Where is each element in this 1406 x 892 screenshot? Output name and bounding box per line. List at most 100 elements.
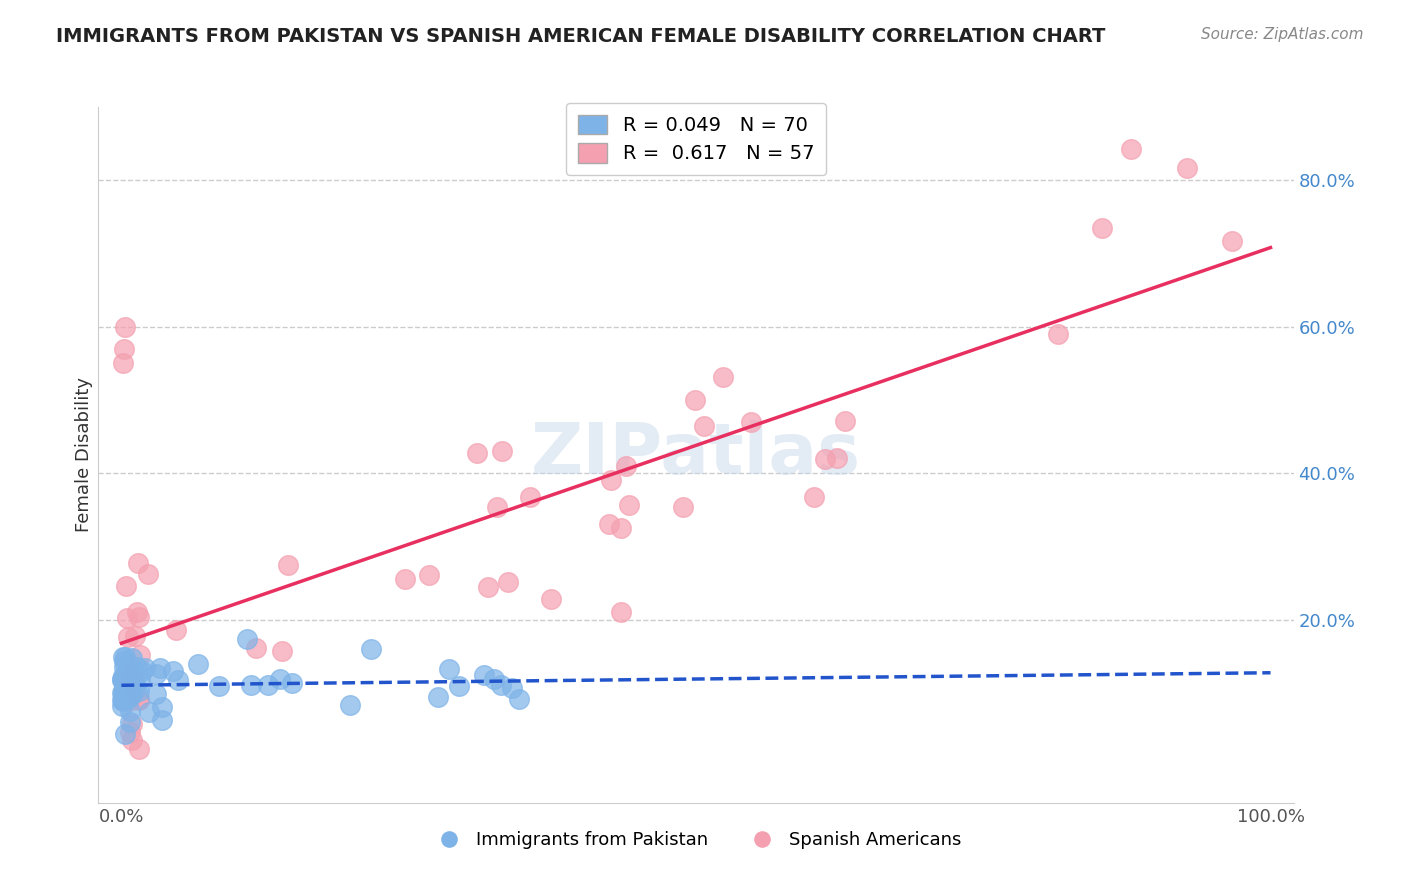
Point [485,500,508,515]
Point [609,605,631,619]
Point [519,490,541,504]
Point [121,717,143,731]
Point [418,567,440,582]
Point [114,673,136,688]
Point [498,574,520,589]
Point [124,681,146,696]
Point [540,591,562,606]
Point [482,672,505,686]
Point [111,686,134,700]
Legend: Immigrants from Pakistan, Spanish Americans: Immigrants from Pakistan, Spanish Americ… [423,824,969,856]
Point [339,698,361,712]
Point [187,657,209,671]
Point [239,678,262,692]
Point [598,516,620,531]
Y-axis label: Female Disability: Female Disability [75,377,93,533]
Point [269,672,291,686]
Point [128,692,150,706]
Point [112,688,135,702]
Point [112,660,135,674]
Point [118,675,141,690]
Point [111,673,134,687]
Point [114,677,136,691]
Point [236,632,259,647]
Point [683,393,706,408]
Point [427,690,450,705]
Point [129,673,152,687]
Point [150,714,173,728]
Point [124,676,146,690]
Point [112,342,135,356]
Point [447,679,470,693]
Text: ZIPatlas: ZIPatlas [531,420,860,490]
Point [245,640,267,655]
Point [121,682,143,697]
Point [112,684,135,698]
Point [114,678,136,692]
Point [740,415,762,429]
Point [121,651,143,665]
Point [600,473,623,487]
Point [150,700,173,714]
Point [118,714,141,729]
Point [131,664,153,678]
Point [127,605,149,619]
Point [120,705,142,719]
Point [115,611,138,625]
Point [136,567,159,582]
Point [145,688,167,702]
Point [111,669,134,683]
Point [124,629,146,643]
Point [208,679,231,693]
Point [118,694,141,708]
Point [619,498,641,512]
Point [394,572,416,586]
Point [128,684,150,698]
Point [1220,234,1243,248]
Point [117,661,139,675]
Point [165,623,187,637]
Point [271,644,294,658]
Point [138,705,160,719]
Point [121,687,143,701]
Point [115,578,138,592]
Point [112,694,135,708]
Point [162,664,184,678]
Point [128,648,150,662]
Point [256,678,278,692]
Point [437,662,460,676]
Point [491,443,513,458]
Point [825,450,848,465]
Point [114,650,136,665]
Point [112,649,135,664]
Point [281,676,304,690]
Point [111,698,134,713]
Point [508,691,530,706]
Point [115,664,138,678]
Text: IMMIGRANTS FROM PAKISTAN VS SPANISH AMERICAN FEMALE DISABILITY CORRELATION CHART: IMMIGRANTS FROM PAKISTAN VS SPANISH AMER… [56,27,1105,45]
Point [112,654,135,668]
Point [145,667,167,681]
Point [834,413,856,427]
Point [117,677,139,691]
Point [118,682,141,697]
Point [121,679,143,693]
Point [114,688,136,702]
Point [277,558,299,572]
Point [114,726,136,740]
Point [121,661,143,675]
Point [111,693,134,707]
Point [360,641,382,656]
Point [117,630,139,644]
Point [111,356,134,370]
Point [128,692,150,706]
Point [693,419,716,434]
Point [112,677,135,691]
Point [1046,326,1069,341]
Point [118,684,141,698]
Point [114,672,136,686]
Point [501,681,523,696]
Point [128,741,150,756]
Point [115,690,138,705]
Point [814,451,837,466]
